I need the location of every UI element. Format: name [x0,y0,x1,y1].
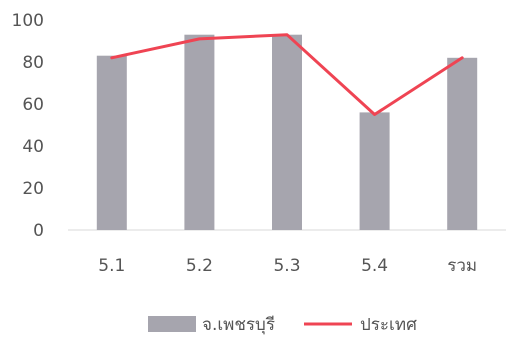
x-tick-label: 5.2 [186,256,213,276]
bar-5.1 [97,56,127,230]
chart-legend: จ.เพชรบุรี ประเทศ [148,315,417,335]
y-tick-label: 100 [12,11,44,31]
y-tick-label: 40 [22,137,44,157]
bar-5.4 [360,112,390,230]
y-axis-tick-labels: 0 20 40 60 80 100 [12,11,44,241]
bar-รวม [447,58,477,230]
y-tick-label: 0 [33,221,44,241]
x-tick-label: 5.1 [98,256,125,276]
legend-swatch-bar [148,316,196,332]
bar-5.2 [184,35,214,230]
x-tick-label: รวม [447,256,477,276]
y-tick-label: 60 [22,95,44,115]
y-tick-label: 80 [22,53,44,73]
x-axis-tick-labels: 5.1 5.2 5.3 5.4 รวม [98,256,477,276]
x-tick-label: 5.4 [361,256,388,276]
bar-series-phetchaburi [97,35,477,230]
y-tick-label: 20 [22,179,44,199]
x-tick-label: 5.3 [273,256,300,276]
legend-label-country: ประเทศ [360,315,417,335]
bar-5.3 [272,35,302,230]
legend-label-phetchaburi: จ.เพชรบุรี [202,315,275,335]
